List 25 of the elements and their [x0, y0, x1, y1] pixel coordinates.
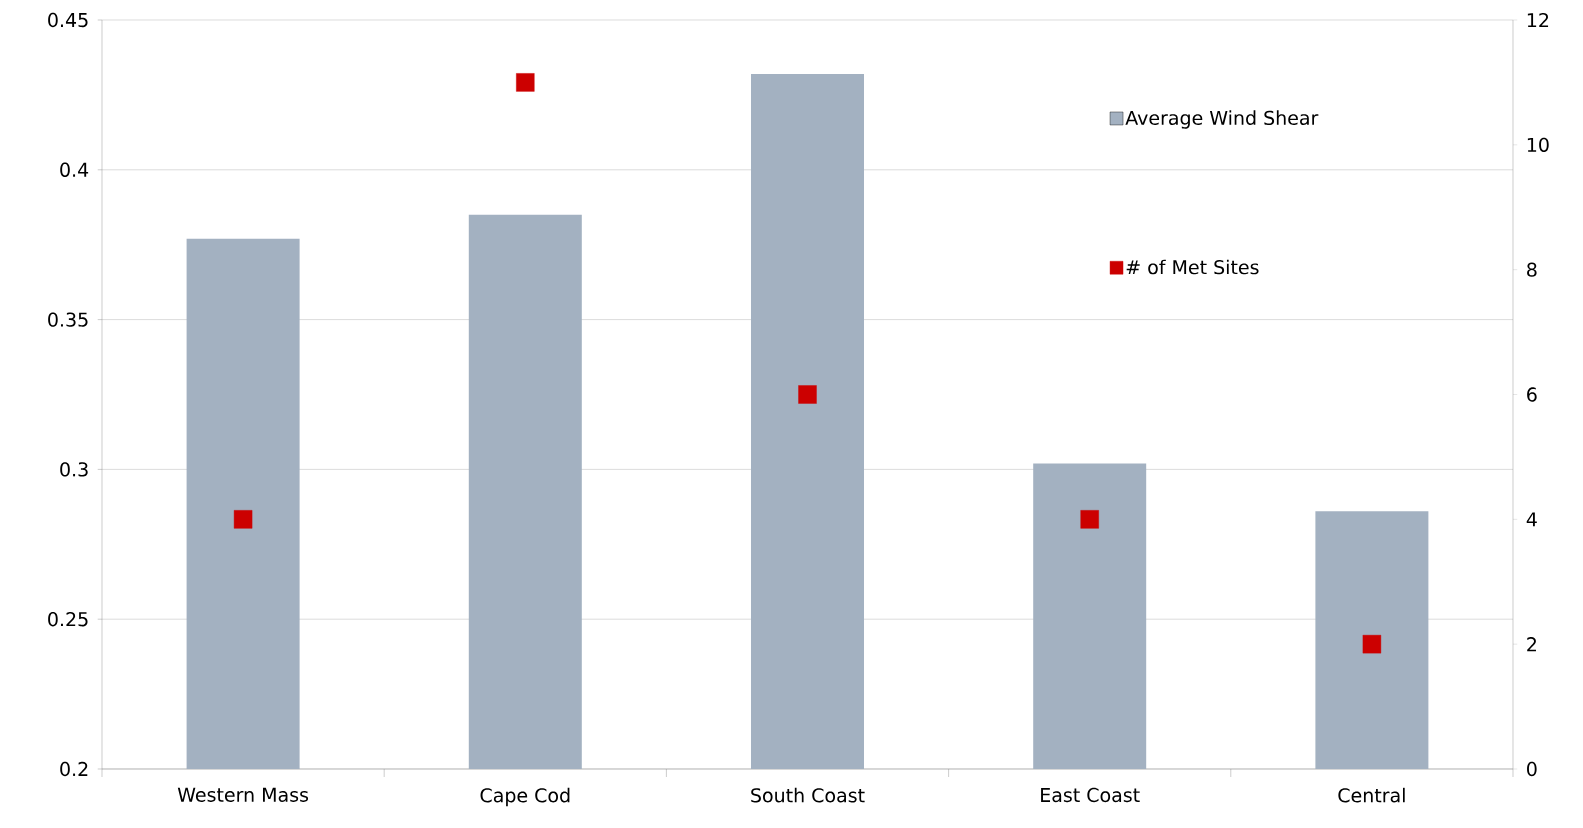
y2-tick-label: 12	[1527, 12, 1549, 28]
y2-tick-label: 2	[1527, 637, 1536, 652]
legend-label: Average Wind Shear	[1125, 110, 1319, 129]
point	[1080, 510, 1099, 529]
y-tick-label: 0.4	[60, 162, 89, 177]
y-tick-label: 0.35	[48, 312, 88, 327]
y-tick-label: 0.2	[60, 761, 88, 777]
x-tick-label: Cape Cod	[480, 787, 570, 807]
y2-tick-label: 4	[1526, 512, 1537, 527]
point	[798, 385, 817, 404]
y2-tick-label: 0	[1527, 761, 1537, 777]
y-tick-label: 0.45	[48, 12, 88, 28]
point	[1362, 634, 1382, 654]
y2-tick-label: 10	[1527, 137, 1549, 153]
x-tick-label: East Coast	[1041, 787, 1140, 803]
legend-label: # of Met Sites	[1126, 259, 1259, 275]
point	[516, 73, 535, 92]
y2-tick-label: 6	[1527, 387, 1537, 402]
x-tick-label: Central	[1338, 787, 1405, 803]
x-tick-label: Western Mass	[177, 787, 309, 802]
y-tick-label: 0.3	[60, 462, 88, 477]
x-tick-label: South Coast	[751, 787, 865, 803]
point	[233, 510, 253, 529]
y2-tick-label: 8	[1527, 262, 1537, 277]
y-tick-label: 0.25	[48, 612, 88, 627]
